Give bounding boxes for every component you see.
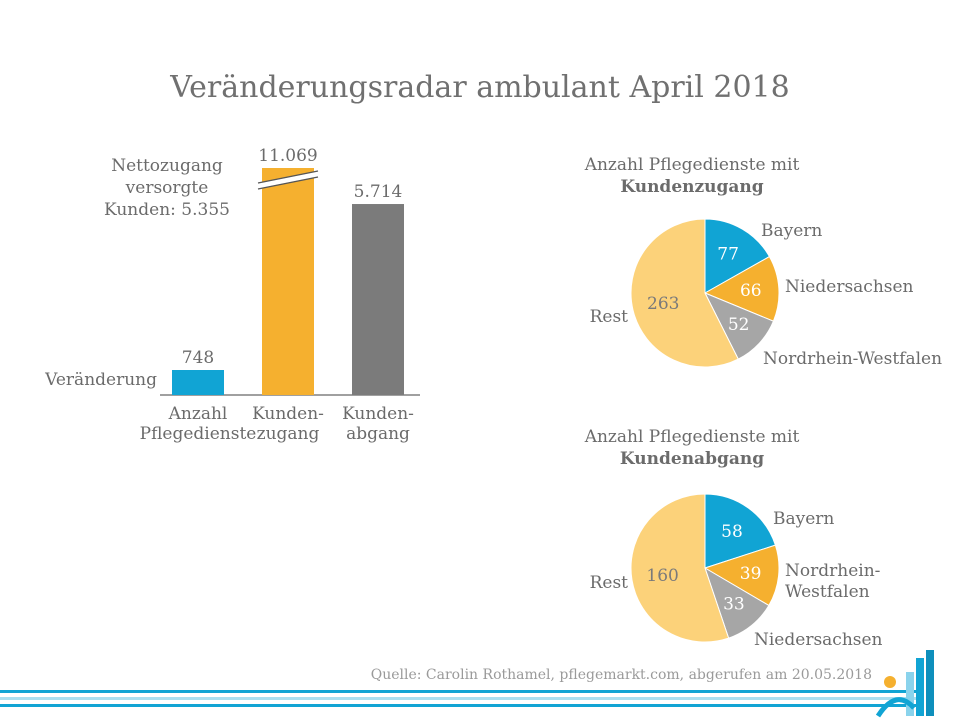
pie-2-value-1: 58 [721,522,743,542]
pie-1-slice-2 [703,255,780,322]
pie-1-value-1: 77 [717,244,739,264]
net-gain-annotation-line-2: versorgte [125,178,209,198]
axis-break-line-2 [257,176,319,190]
bar-category-2-line-1: Kunden- [252,404,324,424]
pie-2-title-line-2: Kundenabgang [620,449,764,469]
pie-1-legend-2-line-1: Niedersachsen [785,277,914,297]
axis-break-line-1 [257,170,319,184]
chart-title: Veränderungsradar ambulant April 2018 [170,70,790,105]
bar-3 [352,204,404,395]
logo-swoosh [876,697,916,718]
axis-break-gap [257,171,319,189]
bar-category-3-line-1: Kunden- [342,404,414,424]
pie-2-title-line-1: Anzahl Pflegedienste mit [584,427,800,447]
bar-value-label-3: 5.714 [354,182,403,202]
brand-logo [876,650,934,718]
logo-bar-1 [906,672,914,716]
bar-category-2-line-2: zugang [257,424,320,444]
bar-value-label-1: 748 [182,348,214,368]
bar-category-3-line-2: abgang [346,424,410,444]
pie-2-value-4: 160 [646,566,678,586]
pie-1-legend-3-line-1: Nordrhein-Westfalen [763,349,942,369]
pie-2-value-2: 39 [740,564,762,584]
pie-1-legend-1-line-1: Bayern [761,221,822,241]
pie-2-legend-1-line-1: Bayern [773,509,834,529]
source-note: Quelle: Carolin Rothamel, pflegemarkt.co… [370,667,872,683]
bar-value-label-2: 11.069 [258,146,317,166]
pie-1-value-2: 66 [740,281,762,301]
bar-1 [172,370,224,395]
footer-line-blue [0,690,920,693]
pie-2-legend-2-line-1: Nordrhein- [785,561,880,581]
pie-2-slice-2 [703,544,780,607]
logo-dot [884,676,896,688]
pie-2-slice-1 [704,493,777,569]
pie-1-legend-4-line-1: Rest [590,307,629,327]
net-gain-annotation-line-1: Nettozugang [111,156,223,176]
logo-bar-2 [916,658,924,716]
pie-2-legend-3-line-1: Niedersachsen [754,630,883,650]
pie-2-slice-4 [630,493,730,643]
bar-2 [262,168,314,395]
pie-1-slice-4 [630,218,739,368]
footer-line-light [0,697,920,700]
pie-1-title-line-2: Kundenzugang [620,177,763,197]
pie-2-value-3: 33 [723,595,745,615]
net-gain-annotation-line-3: Kunden: 5.355 [104,200,230,220]
bar-category-1-line-2: Pflegedienste [140,424,257,444]
bar-category-1-line-1: Anzahl [168,404,228,424]
pie-2-legend-2-line-2: Westfalen [785,582,870,602]
pie-1-value-3: 52 [728,315,750,335]
footer-line-blue-2 [0,704,920,707]
pie-1-slice-1 [704,218,771,294]
pie-1-title-line-1: Anzahl Pflegedienste mit [584,155,800,175]
pie-2-legend-4-line-1: Rest [590,573,629,593]
logo-bar-3 [926,650,934,716]
pie-1-value-4: 263 [647,294,679,314]
bar-row-label: Veränderung [44,370,157,390]
